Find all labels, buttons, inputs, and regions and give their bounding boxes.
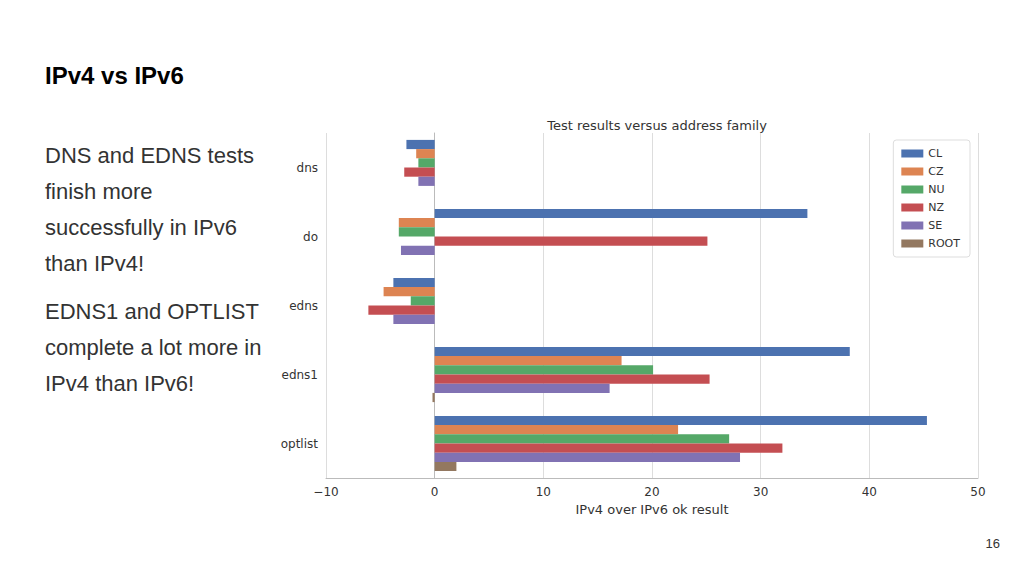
- svg-text:CL: CL: [928, 147, 943, 160]
- svg-text:NZ: NZ: [928, 201, 944, 214]
- svg-text:40: 40: [862, 485, 877, 499]
- html-text:IPv4 vs IPv6: IPv4 vs IPv6: [45, 62, 184, 89]
- svg-text:dns: dns: [297, 161, 318, 175]
- svg-text:−10: −10: [313, 485, 338, 499]
- svg-text:50: 50: [970, 485, 985, 499]
- svg-text:edns: edns: [289, 299, 318, 313]
- svg-text:IPv4 over IPv6 ok result: IPv4 over IPv6 ok result: [575, 502, 728, 517]
- svg-text:optlist: optlist: [281, 437, 319, 451]
- svg-text:0: 0: [431, 485, 439, 499]
- html-text:DNS and EDNS tests finish more: DNS and EDNS tests finish more successfu…: [45, 143, 255, 276]
- svg-text:SE: SE: [928, 219, 942, 232]
- svg-text:20: 20: [644, 485, 659, 499]
- svg-text:Test results versus address fa: Test results versus address family: [546, 118, 767, 133]
- svg-text:30: 30: [753, 485, 768, 499]
- svg-text:edns1: edns1: [282, 368, 319, 382]
- svg-text:NU: NU: [928, 183, 944, 196]
- svg-text:10: 10: [536, 485, 551, 499]
- html-text:EDNS1 and OPTLIST complete a l: EDNS1 and OPTLIST complete a lot more in…: [45, 299, 262, 396]
- svg-text:ROOT: ROOT: [928, 237, 960, 250]
- svg-text:CZ: CZ: [928, 165, 944, 178]
- svg-text:do: do: [303, 230, 318, 244]
- html-text:16: 16: [985, 536, 1000, 551]
